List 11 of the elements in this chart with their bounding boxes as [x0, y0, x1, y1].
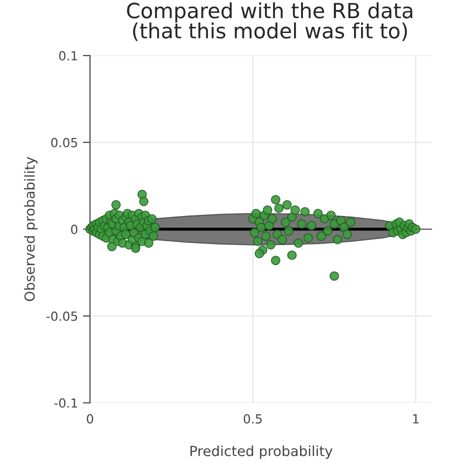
- chart-title: Compared with the RB data (that this model was fit to): [127, 2, 412, 42]
- x-tick-label: 0: [86, 414, 94, 424]
- y-tick-label: 0: [71, 224, 78, 234]
- y-tick-label: -0.1: [54, 398, 78, 408]
- y-tick-label: 0.05: [51, 138, 78, 148]
- y-tick-label: 0.1: [59, 51, 78, 60]
- x-axis-title: Predicted probability: [190, 445, 332, 459]
- x-tick-label: 0.5: [244, 414, 262, 424]
- y-tick-label: -0.05: [46, 311, 78, 321]
- y-axis-title: Observed probability: [24, 156, 38, 302]
- x-tick-label: 1: [413, 414, 419, 424]
